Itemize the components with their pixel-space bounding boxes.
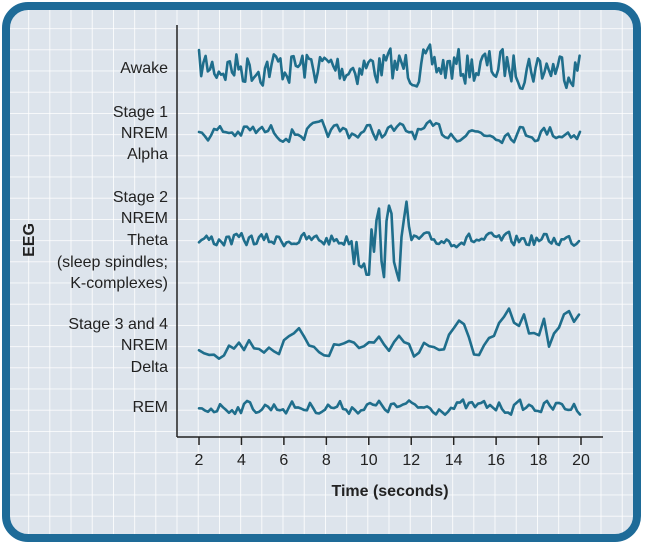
eeg-trace xyxy=(197,43,581,91)
x-tick-label: 20 xyxy=(572,452,590,469)
x-tick-label: 14 xyxy=(445,452,463,469)
trace-label: NREM xyxy=(121,337,168,354)
eeg-trace xyxy=(197,307,581,360)
trace-label: Delta xyxy=(131,359,168,376)
x-tick-label: 10 xyxy=(360,452,378,469)
x-axis-label: Time (seconds) xyxy=(331,483,448,500)
x-tick-label: 8 xyxy=(322,452,331,469)
x-tick-label: 4 xyxy=(237,452,246,469)
x-tick-label: 18 xyxy=(530,452,548,469)
trace-label: Awake xyxy=(120,60,168,77)
trace-label: Alpha xyxy=(127,146,168,163)
x-tick-label: 16 xyxy=(487,452,505,469)
trace-label: Stage 2 xyxy=(113,189,168,206)
trace-label: (sleep spindles; xyxy=(57,254,168,271)
eeg-trace xyxy=(197,398,582,416)
y-axis-label: EEG xyxy=(21,223,38,257)
eeg-trace xyxy=(197,200,581,282)
trace-label: REM xyxy=(132,399,168,416)
trace-label: NREM xyxy=(121,125,168,142)
x-tick-label: 12 xyxy=(402,452,420,469)
eeg-trace xyxy=(197,118,582,145)
frame xyxy=(2,2,641,542)
trace-label: K-complexes) xyxy=(70,275,168,292)
trace-label: NREM xyxy=(121,210,168,227)
x-tick-label: 6 xyxy=(279,452,288,469)
x-tick-label: 2 xyxy=(195,452,204,469)
trace-label: Theta xyxy=(127,232,168,249)
trace-label: Stage 3 and 4 xyxy=(68,316,168,333)
trace-label: Stage 1 xyxy=(113,104,168,121)
